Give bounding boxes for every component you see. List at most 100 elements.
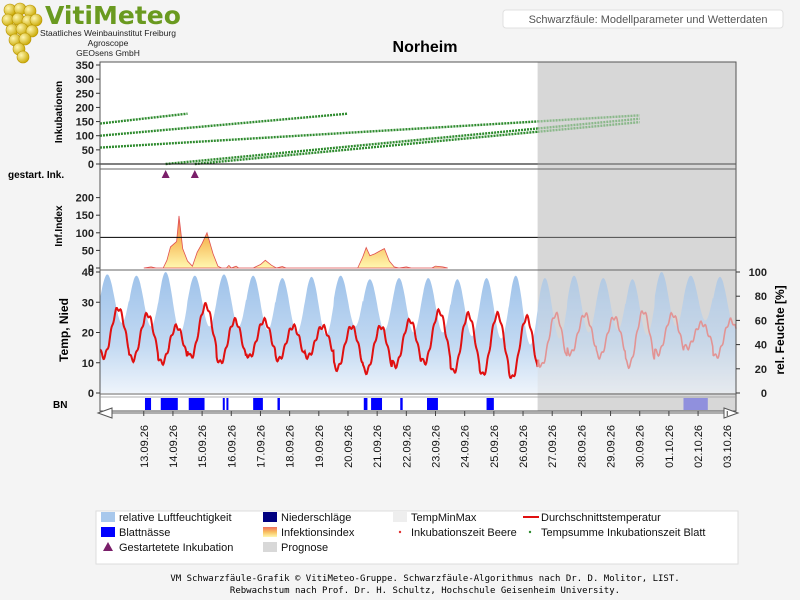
weather-panel <box>99 272 737 393</box>
legend-symbol-wetness <box>101 527 115 537</box>
leaf-wetness-period <box>188 398 205 410</box>
infection-index-panel <box>100 215 736 269</box>
ytick-label-temperature: 30 <box>82 297 94 309</box>
ytick-label-incubation: 0 <box>88 159 94 171</box>
xtick-label: 30.09.26 <box>635 425 647 468</box>
started-incubation-marker <box>161 170 170 178</box>
xtick-label: 01.10.26 <box>664 425 676 468</box>
xtick-label: 21.09.26 <box>372 425 384 468</box>
ytick-label-infection: 150 <box>76 210 94 222</box>
ytick-label-humidity: 0 <box>761 388 767 400</box>
legend-label: Gestartetete Inkubation <box>119 542 233 554</box>
ytick-label-incubation: 250 <box>76 88 94 100</box>
leaf-wetness-period <box>426 398 438 410</box>
ytick-label-incubation: 200 <box>76 102 94 114</box>
grape-berry <box>29 13 43 27</box>
page-subtitle: Schwarzfäule: Modellparameter und Wetter… <box>529 14 768 26</box>
legend-label: Prognose <box>281 542 328 554</box>
institute-line-3: GEOsens GmbH <box>76 48 140 58</box>
xtick-label: 29.09.26 <box>606 425 618 468</box>
xtick-label: 03.10.26 <box>722 425 734 468</box>
ylabel-leaf-wetness: BN <box>53 400 67 411</box>
legend-label: Inkubationszeit Beere <box>411 527 517 539</box>
legend-label: Blattnässe <box>119 527 170 539</box>
humidity-area <box>100 272 736 393</box>
xtick-label: 24.09.26 <box>460 425 472 468</box>
leaf-wetness-period <box>400 398 403 410</box>
ytick-label-infection: 200 <box>76 193 94 205</box>
logo-grapes <box>1 2 43 64</box>
legend-label: Niederschläge <box>281 512 351 524</box>
xtick-label: 25.09.26 <box>489 425 501 468</box>
incubation-panel <box>99 112 736 166</box>
ytick-label-incubation: 300 <box>76 74 94 86</box>
leaf-wetness-period <box>253 398 263 410</box>
leaf-wetness-period <box>486 398 494 410</box>
xtick-label: 26.09.26 <box>518 425 530 468</box>
xtick-label: 15.09.26 <box>197 425 209 468</box>
legend-label: Infektionsindex <box>281 527 355 539</box>
legend-label: Tempsumme Inkubationszeit Blatt <box>541 527 705 539</box>
ylabel-started: gestart. Ink. <box>8 170 64 181</box>
incubation-line <box>99 120 538 149</box>
legend-symbol-forecast <box>263 542 277 552</box>
infection-index-area <box>143 215 448 269</box>
incubation-line <box>99 112 349 137</box>
xtick-label: 17.09.26 <box>255 425 267 468</box>
legend-label: TempMinMax <box>411 512 477 524</box>
incubation-line <box>537 117 640 130</box>
footer-line-2: Rebwachstum nach Prof. Dr. H. Schultz, H… <box>230 586 620 596</box>
leaf-wetness-period <box>363 398 368 410</box>
institute-line-1: Staatliches Weinbauinstitut Freiburg <box>40 28 176 38</box>
plot-frame <box>99 61 737 412</box>
xtick-label: 28.09.26 <box>576 425 588 468</box>
ylabel-weather: Temp, Nied <box>57 298 71 362</box>
logo-text: VitiMeteo <box>45 1 181 30</box>
incubation-line <box>537 114 640 123</box>
leaf-wetness-period <box>226 398 229 410</box>
chart-title: Norheim <box>393 39 458 56</box>
ylabel-incubation: Inkubationen <box>54 81 65 143</box>
leaf-wetness-period <box>160 398 178 410</box>
ytick-label-incubation: 100 <box>76 131 94 143</box>
institute-line-2: Agroscope <box>88 38 129 48</box>
xtick-label: 27.09.26 <box>547 425 559 468</box>
legend-symbol-inkleaf <box>528 530 532 534</box>
ytick-label-infection: 50 <box>82 245 94 257</box>
started-incubation-marker <box>190 170 199 178</box>
xtick-label: 23.09.26 <box>431 425 443 468</box>
xtick-label: 19.09.26 <box>314 425 326 468</box>
leaf-wetness-period <box>222 398 225 410</box>
xtick-label: 16.09.26 <box>226 425 238 468</box>
ytick-label-humidity: 80 <box>755 291 767 303</box>
leaf-wetness-period <box>371 398 383 410</box>
grape-berry <box>18 32 32 46</box>
xtick-label: 18.09.26 <box>285 425 297 468</box>
legend-box <box>95 510 739 565</box>
leaf-wetness-period <box>683 398 708 410</box>
ytick-label-humidity: 100 <box>749 267 767 279</box>
incubation-line <box>99 112 188 125</box>
legend-label: Durchschnittstemperatur <box>541 512 661 524</box>
legend-symbol-humidity <box>101 512 115 522</box>
xtick-label: 22.09.26 <box>401 425 413 468</box>
leaf-wetness-period <box>144 398 152 410</box>
ylabel-humidity: rel. Feuchte [%] <box>773 285 787 374</box>
leaf-wetness-panel <box>144 398 708 410</box>
incubation-line <box>537 120 640 133</box>
legend-symbol-inkberry <box>398 530 402 534</box>
ytick-label-infection: 0 <box>88 263 94 275</box>
scroll-left-arrow <box>96 407 113 419</box>
legend-symbol-precip <box>263 512 277 522</box>
xtick-label: 20.09.26 <box>343 425 355 468</box>
axes: 0501001502002503003500501001502000102030… <box>76 60 767 468</box>
forecast-overlay <box>537 62 736 411</box>
grape-berry <box>25 24 39 38</box>
leaf-wetness-period <box>277 398 280 410</box>
ytick-label-temperature: 40 <box>82 267 94 279</box>
xtick-label: 14.09.26 <box>168 425 180 468</box>
incubation-line <box>165 127 538 166</box>
incubation-line <box>194 130 538 166</box>
temperature-line <box>99 301 540 380</box>
ytick-label-humidity: 20 <box>755 364 767 376</box>
